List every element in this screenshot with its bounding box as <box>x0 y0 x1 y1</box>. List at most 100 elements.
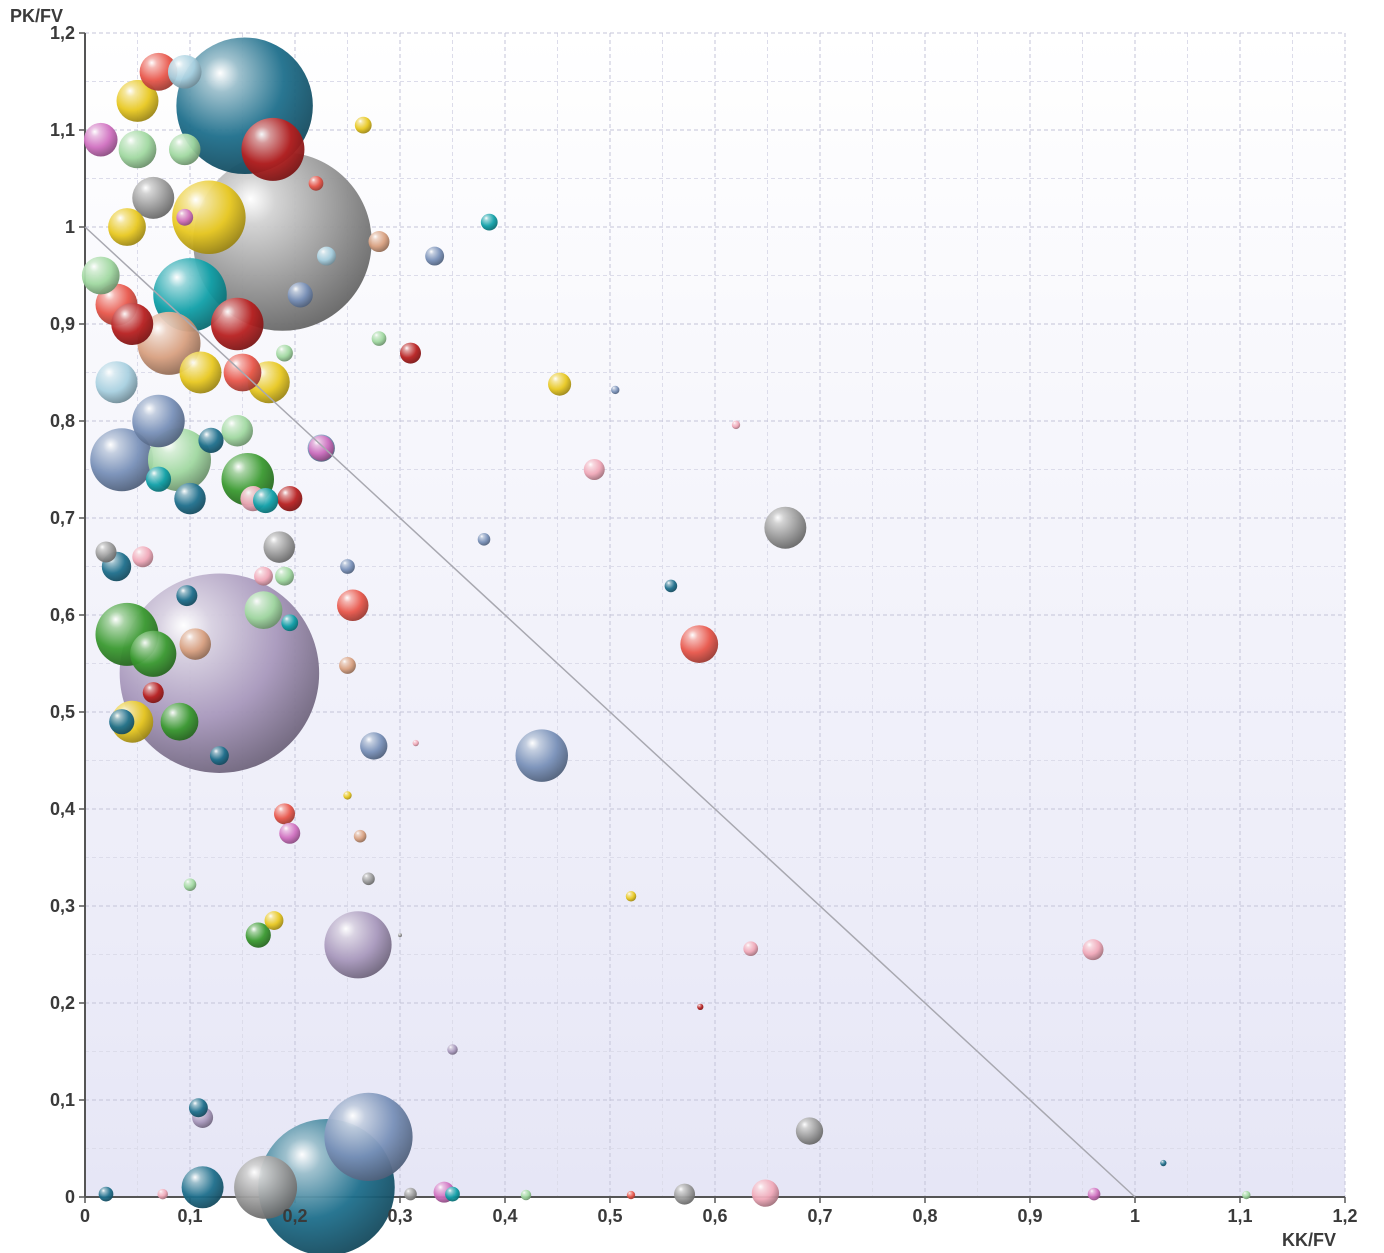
bubble-point <box>142 682 164 704</box>
bubble-point <box>354 116 372 134</box>
bubble-point <box>281 614 299 632</box>
bubble-point <box>221 414 253 447</box>
bubble-point <box>1242 1190 1251 1200</box>
bubble-point <box>340 559 355 574</box>
bubble-point <box>697 1003 704 1011</box>
bubble-point <box>132 176 175 219</box>
bubble-point <box>626 1190 636 1200</box>
bubble-point <box>339 657 356 674</box>
bubble-point <box>95 541 117 563</box>
bubble-point <box>795 1117 824 1145</box>
bubble-point <box>167 55 202 89</box>
x-tick-label: 1,1 <box>1227 1206 1252 1226</box>
x-tick-label: 0,2 <box>282 1206 307 1226</box>
bubble-point <box>445 1186 460 1202</box>
bubble-point <box>317 246 336 266</box>
bubble-point <box>275 566 294 586</box>
y-tick-label: 1,1 <box>50 120 75 140</box>
bubble-point <box>264 911 284 930</box>
bubble-point <box>583 459 605 480</box>
bubble-point <box>160 702 199 741</box>
y-tick-label: 1,2 <box>50 23 75 43</box>
bubble-point <box>139 52 178 91</box>
bubble-point <box>95 361 138 404</box>
bubble-point <box>674 1183 696 1205</box>
y-tick-label: 0,5 <box>50 702 75 722</box>
bubble-point <box>447 1044 458 1055</box>
tick-labels: 0 0,1 0,2 0,3 0,4 0,5 0,6 0,7 0,8 0,9 1 1,1 1,2 0 0,1 0… <box>50 23 1358 1226</box>
y-tick-label: 0,8 <box>50 411 75 431</box>
x-tick-label: 0,3 <box>387 1206 412 1226</box>
bubble-point <box>90 428 154 492</box>
bubble-point <box>132 546 154 568</box>
x-axis-title: KK/FV <box>1282 1230 1336 1250</box>
bubble-point <box>1087 1187 1101 1201</box>
bubble-point <box>263 531 295 563</box>
bubble-point <box>404 1187 417 1201</box>
bubble-point <box>98 1186 114 1202</box>
bubble-point <box>398 933 402 938</box>
bubble-point <box>731 420 741 430</box>
y-axis-title: PK/FV <box>10 6 63 26</box>
bubble-point <box>337 589 369 622</box>
x-tick-label: 0,8 <box>912 1206 937 1226</box>
bubble-point <box>274 803 295 825</box>
bubble-point <box>611 385 620 395</box>
y-tick-label: 0,9 <box>50 314 75 334</box>
bubble-point <box>276 344 293 362</box>
bubble-point <box>198 427 224 453</box>
bubble-point <box>480 213 498 231</box>
x-tick-label: 0,1 <box>177 1206 202 1226</box>
bubble-point <box>287 282 313 308</box>
bubble-point <box>132 394 185 448</box>
bubble-point <box>515 729 568 782</box>
bubble-point <box>209 746 229 766</box>
bubble-point <box>625 891 637 902</box>
bubble-point <box>1160 1159 1167 1167</box>
bubble-point <box>188 1098 208 1118</box>
bubble-point <box>130 630 177 677</box>
bubble-point <box>253 487 279 514</box>
bubble-point <box>81 256 120 295</box>
x-tick-label: 0,6 <box>702 1206 727 1226</box>
bubble-point <box>368 231 390 253</box>
bubble-point <box>520 1189 532 1201</box>
bubble-point <box>1082 939 1104 961</box>
bubble-point <box>308 435 334 461</box>
bubble-point <box>172 180 246 255</box>
x-tick-label: 0,9 <box>1017 1206 1042 1226</box>
bubble-point <box>362 872 375 886</box>
bubble-point <box>245 922 271 948</box>
bubble-point <box>241 117 305 181</box>
bubble-point <box>360 732 388 760</box>
bubble-point <box>116 79 159 122</box>
bubble-point <box>211 297 264 351</box>
bubble-point <box>244 591 283 630</box>
bubble-point <box>145 466 172 492</box>
x-tick-label: 0,4 <box>492 1206 517 1226</box>
y-tick-label: 1 <box>65 217 75 237</box>
bubble-point <box>176 585 198 607</box>
bubble-point <box>179 351 222 394</box>
bubble-point <box>157 1188 168 1200</box>
bubble-point <box>308 176 324 191</box>
bubble-point <box>109 709 135 735</box>
bubble-point <box>169 133 201 166</box>
y-tick-label: 0 <box>65 1187 75 1207</box>
bubble-point <box>371 331 387 346</box>
bubble-point <box>548 372 572 396</box>
y-tick-label: 0,1 <box>50 1090 75 1110</box>
bubble-point <box>118 130 157 169</box>
bubble-point <box>680 625 719 663</box>
reference-line-layer <box>84 226 1136 1198</box>
y-tick-label: 0,7 <box>50 508 75 528</box>
bubble-point <box>343 791 352 800</box>
bubble-series <box>81 37 1251 1253</box>
bubble-point <box>764 506 807 549</box>
bubble-point <box>400 342 421 364</box>
bubble-point <box>324 1092 413 1181</box>
x-tick-label: 1 <box>1130 1206 1140 1226</box>
bubble-point <box>279 822 301 844</box>
bubble-point <box>751 1179 780 1207</box>
bubble-point <box>176 208 194 226</box>
